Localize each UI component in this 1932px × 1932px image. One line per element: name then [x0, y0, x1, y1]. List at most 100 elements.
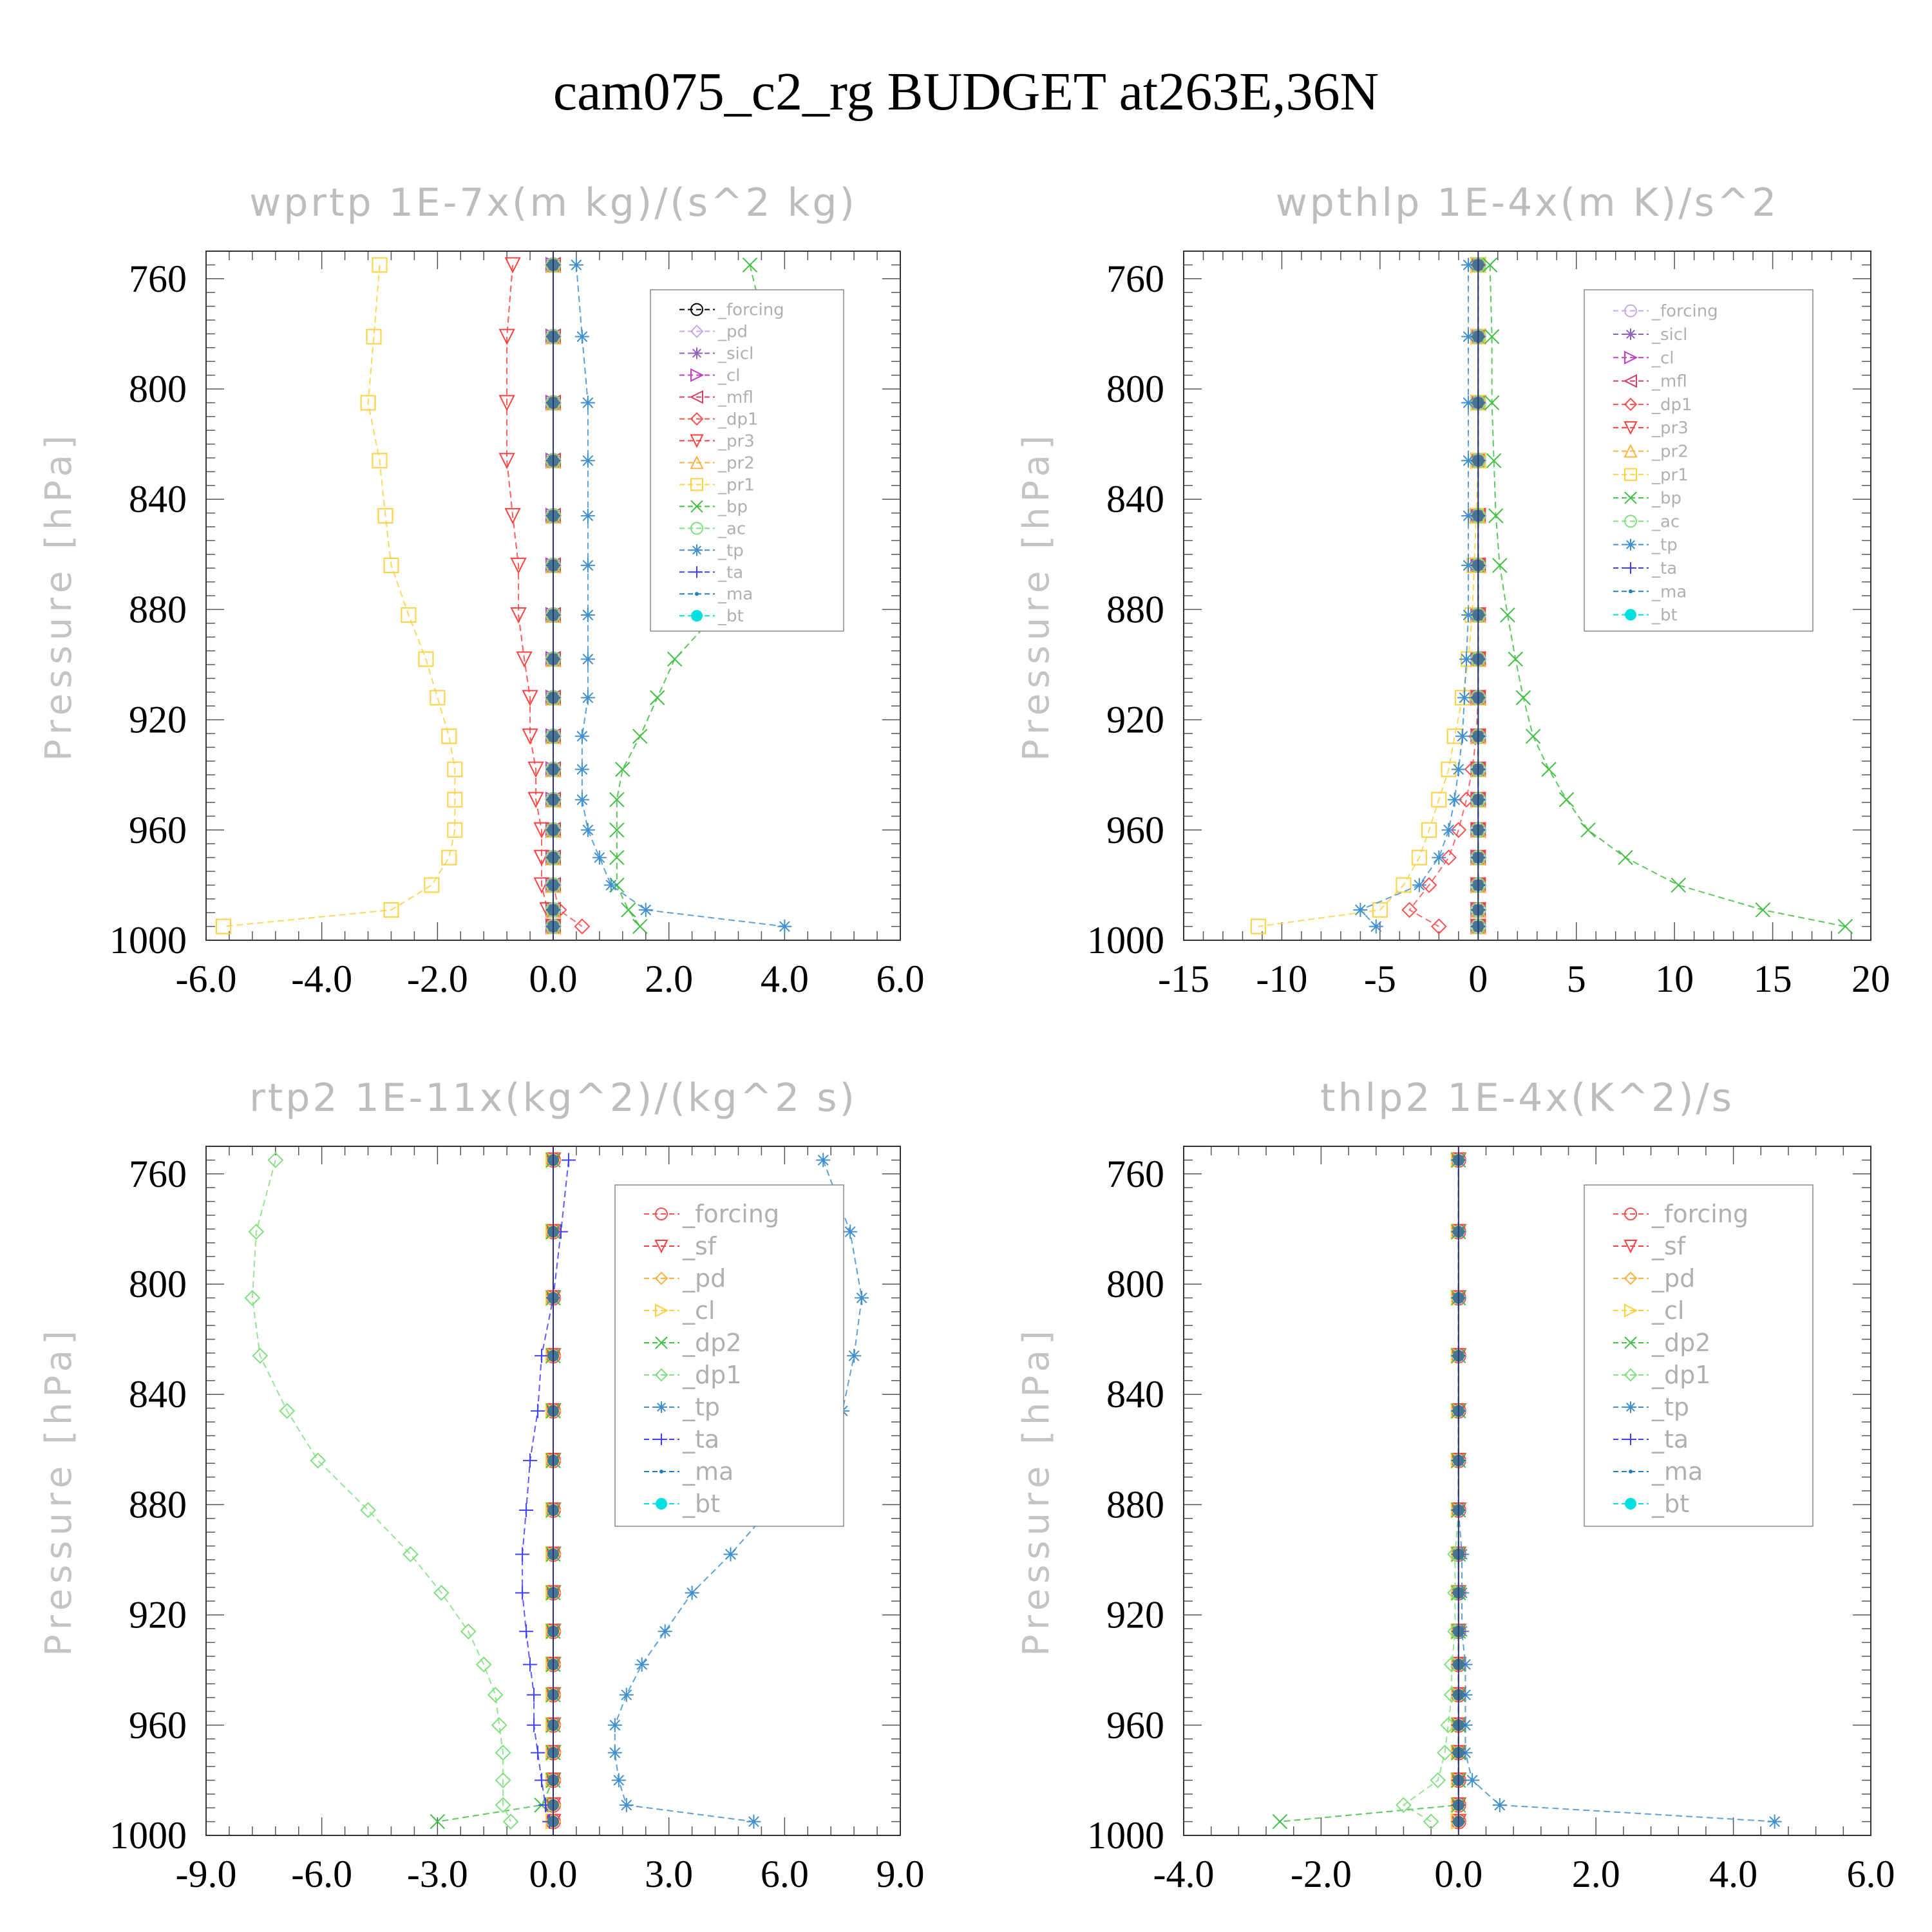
- x-tick-label: 10: [1655, 958, 1694, 1000]
- y-tick-label: 920: [1106, 1594, 1164, 1636]
- data-point: [215, 918, 231, 934]
- legend-item: _tp: [644, 1393, 720, 1421]
- data-point: [498, 453, 515, 469]
- legend-item: _forcing: [1613, 1200, 1748, 1228]
- legend-label: _mfl: [1651, 372, 1687, 392]
- legend-marker: [690, 325, 704, 338]
- y-tick-label: 840: [129, 478, 187, 520]
- data-point: [504, 507, 521, 525]
- data-point: [1525, 728, 1541, 744]
- legend-item: _forcing: [679, 301, 784, 320]
- data-point: [1372, 902, 1388, 918]
- data-point: [523, 1453, 538, 1468]
- legend-marker: [1624, 468, 1637, 481]
- data-point: [843, 1224, 858, 1239]
- data-point: [685, 1586, 699, 1600]
- data-point: [1767, 1814, 1782, 1829]
- data-point: [504, 257, 521, 274]
- data-point: [402, 1546, 419, 1562]
- y-tick-label: 880: [1106, 1483, 1164, 1526]
- legend-label: _ma: [682, 1457, 734, 1486]
- legend-item: _cl: [1613, 1296, 1684, 1325]
- legend-item: _dp2: [1613, 1329, 1710, 1357]
- legend-marker: [1624, 444, 1638, 458]
- data-point: [447, 761, 463, 777]
- x-tick-label: 20: [1852, 958, 1890, 1000]
- legend-marker: [1624, 1336, 1637, 1349]
- data-point: [1450, 822, 1467, 838]
- data-point: [603, 878, 618, 893]
- data-point: [519, 1624, 534, 1639]
- data-point: [1508, 651, 1523, 667]
- data-point: [1411, 849, 1427, 866]
- data-point: [248, 1224, 265, 1240]
- legend-marker: [690, 368, 705, 383]
- legend-label: _sicl: [717, 345, 753, 364]
- legend-marker: [691, 347, 703, 359]
- y-tick-label: 1000: [109, 1814, 187, 1857]
- data-point: [366, 328, 382, 345]
- y-tick-label: 840: [129, 1373, 187, 1416]
- data-point: [531, 1745, 545, 1760]
- legend-label: _ta: [682, 1425, 719, 1454]
- legend-item: _dp1: [679, 410, 759, 429]
- data-point: [441, 849, 457, 866]
- data-point: [609, 849, 625, 866]
- legend-item: _pr3: [1613, 419, 1689, 438]
- legend-item: _sicl: [1613, 325, 1687, 345]
- data-point: [360, 1502, 376, 1519]
- legend-item: _bp: [1613, 489, 1681, 508]
- data-point: [1461, 558, 1476, 573]
- data-point: [1461, 508, 1476, 523]
- data-point: [1457, 690, 1472, 705]
- legend-label: _dp2: [1651, 1329, 1710, 1357]
- axis-ticks: [1183, 1146, 1871, 1836]
- data-point: [1401, 902, 1418, 918]
- panels: wprtp 1E-7x(m kg)/(s^2 kg) Pressure [hPa]…: [38, 180, 1895, 1895]
- legend-label: _ta: [717, 563, 743, 582]
- legend-marker: [1624, 421, 1638, 435]
- legend-marker: [690, 478, 703, 491]
- x-tick-label: 5: [1567, 958, 1586, 1000]
- data-point: [510, 607, 527, 624]
- legend-label: _bp: [1651, 489, 1681, 508]
- y-tick-label: 960: [129, 809, 187, 851]
- data-point: [1837, 918, 1853, 934]
- data-point: [533, 822, 550, 839]
- data-point: [1488, 508, 1504, 524]
- axis-ticks: [1183, 251, 1871, 941]
- data-point: [574, 329, 589, 344]
- legend-item: _bp: [679, 497, 748, 516]
- legend-label: _ac: [1651, 512, 1680, 531]
- legend-marker: [1624, 515, 1637, 528]
- data-point: [619, 1797, 634, 1812]
- data-point: [1755, 902, 1771, 918]
- data-point: [441, 728, 457, 744]
- data-point: [1461, 395, 1476, 410]
- legend-item: _cl: [679, 366, 741, 386]
- data-point: [580, 822, 595, 837]
- series-group: [244, 1146, 869, 1835]
- legend-item: _bt: [1613, 606, 1678, 625]
- y-axis-label: Pressure [hPa]: [1016, 430, 1057, 761]
- legend-marker: [1625, 1434, 1636, 1445]
- x-tick-label: -4.0: [291, 958, 352, 1000]
- legend-marker: [1624, 304, 1637, 317]
- legend-marker: [655, 1303, 669, 1318]
- legend: _forcing _pd _sicl _cl _mfl _dp1 _pr3_pr2_pr1 _…: [650, 289, 844, 632]
- data-point: [533, 849, 550, 866]
- zero-overlap-markers: [1452, 1146, 1464, 1835]
- y-tick-label: 920: [1106, 699, 1164, 741]
- legend-item: _dp2: [644, 1329, 741, 1357]
- legend-label: _tp: [1651, 536, 1678, 555]
- legend-marker: [1625, 328, 1636, 340]
- series-group: [1272, 1146, 1782, 1835]
- legend-marker: [1625, 1401, 1636, 1413]
- y-tick-label: 960: [1106, 1704, 1164, 1747]
- legend-item: _cl: [1613, 348, 1674, 368]
- legend-item: _cl: [644, 1296, 715, 1325]
- data-point: [1396, 877, 1412, 893]
- legend-item: _pr1: [679, 475, 755, 495]
- data-point: [360, 395, 376, 411]
- legend-marker: [1625, 538, 1636, 551]
